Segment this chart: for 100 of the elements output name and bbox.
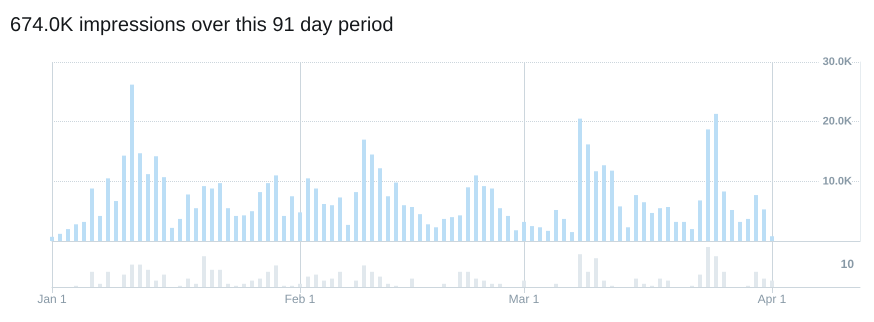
bar	[74, 224, 78, 241]
bar	[58, 234, 62, 241]
bar	[618, 206, 622, 241]
bar	[402, 205, 406, 241]
bar	[722, 191, 726, 241]
bar	[106, 178, 110, 241]
bar	[658, 208, 662, 241]
bar	[522, 222, 526, 241]
bar	[418, 214, 422, 241]
bar	[770, 280, 774, 287]
bar	[274, 175, 278, 241]
bar	[498, 208, 502, 241]
bar	[490, 188, 494, 241]
bar	[298, 212, 302, 241]
bar	[410, 206, 414, 241]
bar	[674, 222, 678, 241]
bar	[186, 194, 190, 241]
bar	[346, 224, 350, 241]
bar	[154, 156, 158, 241]
x-tick-label: Mar 1	[508, 292, 540, 306]
y-tick-label: 30.0K	[822, 56, 852, 68]
bar	[714, 114, 718, 241]
bar	[498, 284, 502, 287]
bar	[754, 195, 758, 241]
bar	[586, 144, 590, 241]
bar	[738, 222, 742, 241]
bar	[122, 156, 126, 241]
bar	[570, 232, 574, 241]
bar	[698, 200, 702, 241]
chart-title: 674.0K impressions over this 91 day period	[10, 14, 394, 37]
bar	[290, 196, 294, 241]
bar	[354, 192, 358, 241]
bar	[578, 118, 582, 241]
bar	[66, 229, 70, 241]
x-tick-label: Jan 1	[37, 292, 67, 306]
bar	[170, 228, 174, 241]
bar	[50, 236, 54, 241]
bar	[90, 188, 94, 241]
bar	[114, 201, 118, 241]
bar	[162, 177, 166, 241]
bar	[602, 165, 606, 241]
bar	[194, 284, 198, 287]
bar	[426, 224, 430, 241]
bar	[762, 209, 766, 241]
bar	[562, 218, 566, 241]
bar	[386, 284, 390, 287]
bar	[282, 216, 286, 241]
bar	[338, 197, 342, 241]
bar	[610, 170, 614, 241]
bar	[682, 222, 686, 241]
bar	[594, 171, 598, 241]
bar	[690, 229, 694, 241]
bar	[650, 212, 654, 241]
bar	[466, 187, 470, 241]
bar	[706, 129, 710, 241]
bar	[490, 284, 494, 287]
bar	[138, 153, 142, 241]
bar	[474, 175, 478, 241]
bar	[434, 227, 438, 241]
bar	[530, 226, 534, 241]
bar	[642, 202, 646, 241]
bar	[458, 215, 462, 241]
bar	[642, 284, 646, 287]
bar	[250, 211, 254, 241]
bar	[218, 183, 222, 241]
bar	[442, 284, 446, 287]
bar	[306, 178, 310, 241]
bar	[194, 208, 198, 241]
bar	[202, 186, 206, 241]
bar	[666, 206, 670, 241]
bar	[146, 174, 150, 241]
bar	[82, 222, 86, 241]
bar	[178, 218, 182, 241]
bar	[98, 284, 102, 287]
bar	[746, 218, 750, 241]
bar	[482, 186, 486, 241]
bar	[322, 204, 326, 241]
bar	[266, 183, 270, 241]
bar	[514, 230, 518, 241]
bar	[554, 284, 558, 287]
bar	[242, 215, 246, 241]
bar	[450, 217, 454, 241]
x-tick-label: Apr 1	[758, 292, 787, 306]
x-tick-label: Feb 1	[284, 292, 316, 306]
bar	[210, 188, 214, 241]
bar	[362, 140, 366, 241]
bar	[386, 196, 390, 241]
bar	[130, 84, 134, 241]
y-tick-label: 10.0K	[822, 175, 852, 188]
y-tick-label: 20.0K	[822, 116, 852, 128]
bar	[442, 218, 446, 241]
bar	[506, 216, 510, 241]
bar	[330, 205, 334, 241]
bar	[626, 227, 630, 241]
bar	[226, 208, 230, 241]
bar	[522, 280, 526, 287]
bar	[234, 216, 238, 241]
bar	[298, 284, 302, 287]
bar	[770, 236, 774, 241]
bar	[370, 154, 374, 241]
